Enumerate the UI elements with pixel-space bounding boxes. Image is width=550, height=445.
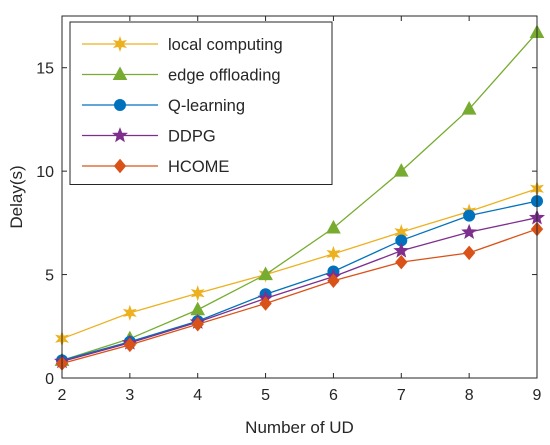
legend-marker bbox=[113, 158, 127, 174]
x-tick-label: 8 bbox=[465, 387, 474, 404]
x-tick-label: 9 bbox=[533, 387, 542, 404]
x-tick-label: 5 bbox=[261, 387, 270, 404]
y-axis-label: Delay(s) bbox=[7, 165, 26, 228]
series-line bbox=[61, 32, 538, 362]
data-point bbox=[326, 245, 341, 262]
x-axis-label: Number of UD bbox=[245, 418, 354, 437]
x-axis-ticks: 2 3 4 5 6 7 8 9 bbox=[58, 16, 542, 404]
legend-label: Q-learning bbox=[168, 97, 245, 115]
legend-entry: Q-learning bbox=[82, 97, 245, 115]
series-line bbox=[61, 228, 538, 365]
y-tick-label: 15 bbox=[36, 61, 54, 78]
data-point bbox=[393, 242, 410, 258]
series-line bbox=[61, 188, 538, 340]
data-point bbox=[395, 254, 408, 270]
legend-marker bbox=[113, 35, 127, 53]
data-point bbox=[190, 285, 205, 302]
y-axis-ticks: 0 5 10 15 bbox=[36, 61, 537, 388]
data-point bbox=[327, 273, 340, 289]
data-point bbox=[122, 304, 137, 321]
legend-label: HCOME bbox=[168, 158, 229, 176]
y-tick-label: 0 bbox=[45, 371, 54, 388]
legend-entry: HCOME bbox=[82, 158, 229, 176]
legend-label: edge offloading bbox=[168, 67, 281, 85]
data-point bbox=[462, 245, 476, 261]
data-point bbox=[326, 219, 341, 234]
data-point bbox=[259, 296, 272, 311]
data-point bbox=[461, 101, 477, 115]
legend-label: DDPG bbox=[168, 128, 216, 146]
plot-frame bbox=[61, 15, 538, 379]
series-line bbox=[61, 217, 538, 363]
legend-marker bbox=[112, 66, 128, 80]
data-point bbox=[461, 223, 478, 239]
legend-box bbox=[69, 21, 333, 185]
x-tick-label: 6 bbox=[329, 387, 338, 404]
legend-marker bbox=[114, 99, 126, 111]
data-point bbox=[463, 209, 476, 222]
data-point bbox=[258, 266, 273, 281]
data-point bbox=[123, 337, 137, 353]
legend-marker bbox=[112, 127, 128, 143]
x-tick-label: 2 bbox=[58, 387, 67, 404]
legend-entry: local computing bbox=[82, 35, 283, 54]
y-tick-label: 10 bbox=[36, 164, 54, 181]
legend-entry: edge offloading bbox=[82, 66, 281, 85]
legend-label: local computing bbox=[168, 36, 283, 54]
legend: local computing edge offloading Q-learning… bbox=[69, 21, 333, 185]
x-tick-label: 4 bbox=[193, 387, 202, 404]
legend-entry: DDPG bbox=[82, 127, 216, 146]
series-line bbox=[61, 200, 538, 362]
data-point bbox=[393, 163, 409, 177]
data-point bbox=[191, 316, 204, 332]
x-tick-label: 3 bbox=[125, 387, 134, 404]
y-tick-label: 5 bbox=[45, 268, 54, 285]
x-tick-label: 7 bbox=[397, 387, 406, 404]
